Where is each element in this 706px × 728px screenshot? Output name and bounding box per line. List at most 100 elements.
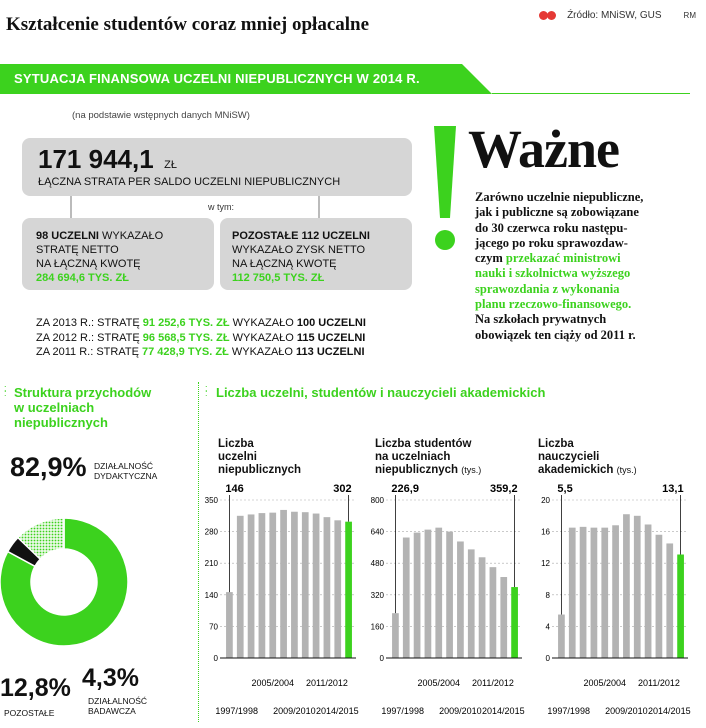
donut-label-main-pct: 82,9% <box>10 452 87 482</box>
y-tick-label: 12 <box>541 559 550 568</box>
x-label-bottom: 1997/1998 <box>215 706 258 716</box>
y-tick-label: 210 <box>205 559 219 568</box>
last-value-label: 13,1 <box>662 483 683 495</box>
section-banner <box>0 64 690 94</box>
counts-dots-icon: :: <box>205 383 208 398</box>
right-box-line2: WYKAZAŁO ZYSK NETTO <box>232 244 366 256</box>
y-tick-label: 20 <box>541 496 550 505</box>
x-label-bottom: 1997/1998 <box>381 706 424 716</box>
y-tick-label: 0 <box>380 654 385 663</box>
important-title: Ważne <box>468 119 620 179</box>
bar <box>478 557 486 658</box>
y-tick-label: 8 <box>546 591 551 600</box>
bar-panel-students: Liczba studentów na uczelniach niepublicz… <box>370 436 535 726</box>
y-tick-label: 0 <box>214 654 219 663</box>
loss-box-left-text: 98 UCZELNI WYKAZAŁO STRATĘ NETTO NA ŁĄCZ… <box>36 229 163 285</box>
x-label-bottom: 2014/2015 <box>648 706 691 716</box>
y-tick-label: 140 <box>205 591 219 600</box>
right-box-line3: NA ŁĄCZNĄ KWOTĘ <box>232 258 337 270</box>
x-label-bottom: 2009/2010 <box>439 706 482 716</box>
bar <box>612 525 619 658</box>
banner-title: SYTUACJA FINANSOWA UCZELNI NIEPUBLICZNYC… <box>14 71 420 86</box>
last-value-label: 302 <box>333 483 351 495</box>
donut-label-research-pct: 4,3% <box>82 664 139 692</box>
bar <box>334 520 342 658</box>
author-initials: RM <box>683 11 696 20</box>
exclamation-icon <box>434 126 456 250</box>
left-box-amount: 284 694,6 TYS. ZŁ <box>36 272 129 284</box>
bar <box>291 511 298 658</box>
bar <box>258 513 266 658</box>
total-loss-label: ŁĄCZNA STRATA PER SALDO UCZELNI NIEPUBLI… <box>38 176 341 188</box>
total-loss-box <box>22 138 412 196</box>
bar <box>558 614 565 658</box>
copyright-icon <box>539 10 557 21</box>
structure-title: Struktura przychodów w uczelniach niepub… <box>14 385 152 430</box>
teachers-bar-chart: 0 4 8 12 16 20 5,5 13,1 2005/2004 2011/2012 1997/1… <box>541 483 691 716</box>
first-value-label: 146 <box>225 483 243 495</box>
bar <box>579 526 587 658</box>
donut-slice <box>0 517 129 647</box>
loss-box-left <box>22 218 214 290</box>
bar <box>489 567 497 658</box>
bar <box>500 577 508 658</box>
total-loss-unit: ZŁ <box>164 159 177 171</box>
bar-panel-universities: Liczba uczelni niepublicznych 0 70 140 210 280… <box>204 436 369 726</box>
connector-left <box>70 196 72 218</box>
panel-title: Liczba nauczycieli akademickich (tys.) <box>538 438 637 476</box>
revenue-donut-chart <box>0 517 129 647</box>
x-label-bottom: 1997/1998 <box>547 706 590 716</box>
y-tick-label: 480 <box>371 559 385 568</box>
bar <box>226 592 233 658</box>
y-tick-label: 0 <box>546 654 551 663</box>
banner-note: (na podstawie wstępnych danych MNiSW) <box>72 110 250 121</box>
bar <box>413 532 421 658</box>
y-tick-label: 320 <box>371 591 385 600</box>
bar <box>236 515 244 658</box>
profit-box-right <box>220 218 412 290</box>
bar <box>666 543 674 658</box>
source-text: Źródło: MNiSW, GUS <box>567 10 662 21</box>
y-tick-label: 800 <box>371 496 385 505</box>
history-row: ZA 2013 R.: STRATĘ 91 252,6 TYS. ZŁ WYKA… <box>36 317 366 329</box>
donut-label-research: DZIAŁALNOŚĆ BADAWCZA <box>88 696 148 716</box>
bar <box>402 537 410 658</box>
bar-panel-teachers: Liczba nauczycieli akademickich (tys.) 0 4… <box>536 436 701 726</box>
bar <box>644 524 652 658</box>
x-label-bottom: 2014/2015 <box>482 706 525 716</box>
donut-label-main: DZIAŁALNOŚĆ DYDAKTYCZNA <box>94 461 158 481</box>
donut-slice <box>16 517 65 561</box>
bar <box>590 527 598 658</box>
history-row: ZA 2012 R.: STRATĘ 96 568,5 TYS. ZŁ WYKA… <box>36 331 366 344</box>
y-tick-label: 4 <box>546 622 551 631</box>
left-box-count: 98 UCZELNI <box>36 230 99 242</box>
x-label-top: 2011/2012 <box>306 678 348 688</box>
bar <box>655 534 663 658</box>
left-box-line2: STRATĘ NETTO <box>36 244 119 256</box>
of-which-label: w tym: <box>208 202 234 212</box>
y-tick-label: 70 <box>209 622 218 631</box>
x-label-top: 2011/2012 <box>472 678 514 688</box>
x-label-bottom: 2009/2010 <box>605 706 648 716</box>
bar <box>601 527 609 658</box>
bar <box>633 515 641 658</box>
x-label-top: 2005/2004 <box>417 678 460 688</box>
profit-box-right-text: POZOSTAŁE 112 UCZELNI WYKAZAŁO ZYSK NETT… <box>232 229 370 285</box>
counts-title: Liczba uczelni, studentów i nauczycieli … <box>216 385 546 400</box>
bar <box>457 541 464 658</box>
bar <box>269 512 277 658</box>
right-box-amount: 112 750,5 TYS. ZŁ <box>232 272 325 284</box>
left-box-verb: WYKAZAŁO <box>98 230 164 242</box>
source-line: Źródło: MNiSW, GUS RM <box>539 10 696 21</box>
bar <box>623 514 630 658</box>
students-bar-chart: 0 160 320 480 640 800 226,9 359,2 2005/2004 2011/… <box>371 483 525 716</box>
y-tick-label: 160 <box>371 622 385 631</box>
panel-title: Liczba studentów na uczelniach niepublicz… <box>375 438 482 476</box>
bar <box>323 517 331 658</box>
x-label-top: 2005/2004 <box>251 678 294 688</box>
left-box-line3: NA ŁĄCZNĄ KWOTĘ <box>36 258 141 270</box>
bar <box>280 509 287 658</box>
bar <box>424 529 432 658</box>
important-body: Zarówno uczelnie niepubliczne, jak i pub… <box>475 190 644 342</box>
bar <box>312 513 320 658</box>
